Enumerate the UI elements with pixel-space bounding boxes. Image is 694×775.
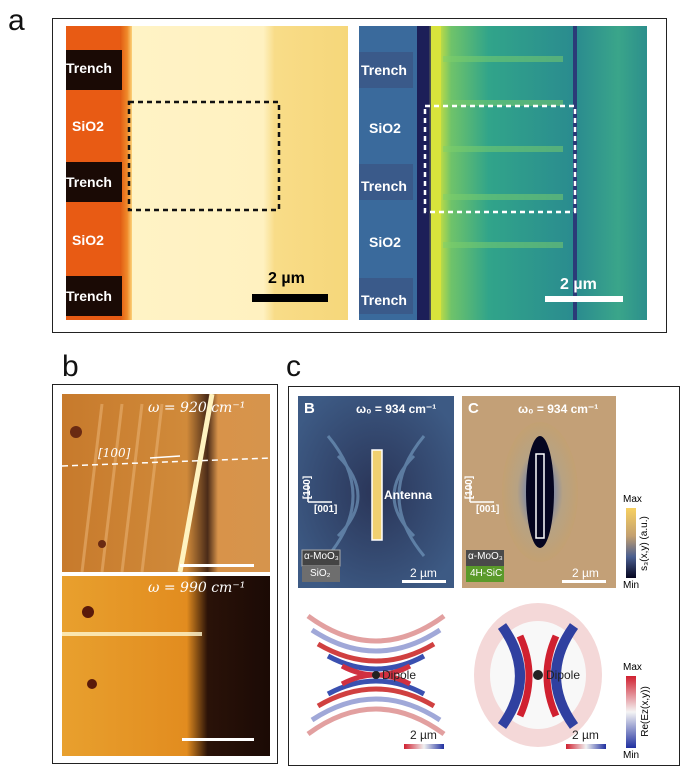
c-B-omega: ω₀ = 934 cm⁻¹ xyxy=(356,402,437,416)
c-B-substrate: SiO₂ xyxy=(310,568,331,579)
cb-bottom-min: Min xyxy=(623,750,640,761)
panel-c-sim-right xyxy=(462,596,616,754)
c-C-substrate: 4H-SiC xyxy=(470,568,503,579)
panel-label-a: a xyxy=(8,4,25,37)
panel-c-sim-left xyxy=(298,596,454,754)
a-right-scalebar-label: 2 µm xyxy=(560,276,597,293)
panel-label-b: b xyxy=(62,350,79,383)
panel-a-right-image xyxy=(359,26,647,320)
c-B-scalebar: 2 µm xyxy=(410,566,437,580)
c-B-axis-100: [100] xyxy=(302,475,314,500)
a-left-label-2: SiO2 xyxy=(72,118,104,134)
c-sim-left-scalebar: 2 µm xyxy=(410,728,437,742)
a-left-label-3: Trench xyxy=(66,174,112,190)
a-left-label-1: Trench xyxy=(66,60,112,76)
a-left-scalebar-label: 2 µm xyxy=(268,270,305,287)
c-C-letter: C xyxy=(468,400,479,417)
a-left-label-4: SiO2 xyxy=(72,232,104,248)
c-dipole-left: Dipole xyxy=(382,668,417,682)
cb-top-min: Min xyxy=(623,580,640,591)
panel-c-B-image xyxy=(298,396,454,588)
panel-a-left-image xyxy=(66,26,348,320)
scalebar-a-left xyxy=(252,294,328,302)
a-right-label-2: SiO2 xyxy=(369,120,401,136)
c-B-letter: B xyxy=(304,400,315,417)
c-B-material: α-MoO₃ xyxy=(304,551,339,562)
c-C-omega: ω₀ = 934 cm⁻¹ xyxy=(518,402,599,416)
colorbar-bottom xyxy=(626,676,636,748)
cb-top-max: Max xyxy=(623,494,642,505)
c-B-axis-001: [001] xyxy=(314,504,338,515)
b-bottom-freq: ω = 990 cm⁻¹ xyxy=(148,580,246,596)
b-direction: [100] xyxy=(98,446,131,460)
c-C-axis-100: [100] xyxy=(464,475,476,500)
cb-bottom-max: Max xyxy=(623,662,642,673)
a-right-label-3: Trench xyxy=(361,178,407,194)
cb-bottom-label: Re(Ez(x,y)) xyxy=(639,686,651,737)
c-C-material: α-MoO₃ xyxy=(468,551,503,562)
panel-label-c: c xyxy=(286,350,301,383)
c-C-axis-001: [001] xyxy=(476,504,500,515)
panel-c-C-image xyxy=(462,396,616,588)
panel-b-image xyxy=(62,394,270,756)
a-right-label-1: Trench xyxy=(361,62,407,78)
a-left-label-5: Trench xyxy=(66,288,112,304)
c-sim-right-scalebar: 2 µm xyxy=(572,728,599,742)
c-dipole-right: Dipole xyxy=(546,668,581,682)
b-top-freq: ω = 920 cm⁻¹ xyxy=(148,400,246,416)
a-right-label-4: SiO2 xyxy=(369,234,401,250)
cb-top-label: s₃(x,y) (a.u.) xyxy=(638,516,650,571)
c-C-scalebar: 2 µm xyxy=(572,566,599,580)
a-right-label-5: Trench xyxy=(361,292,407,308)
colorbar-top xyxy=(626,508,636,578)
c-B-antenna: Antenna xyxy=(384,488,432,502)
